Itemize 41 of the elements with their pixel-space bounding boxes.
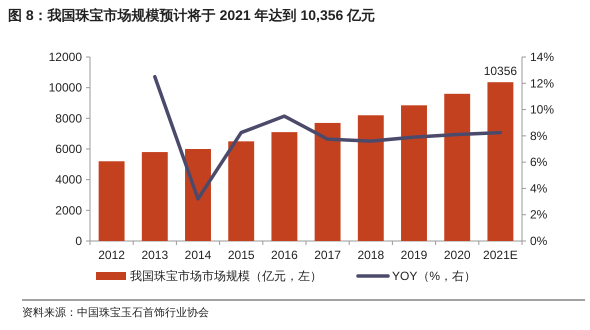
bar (314, 122, 341, 241)
x-tick-label: 2013 (141, 248, 168, 262)
y2-tick-label: 14% (530, 50, 554, 64)
x-tick-label: 2020 (444, 248, 471, 262)
y2-tick-label: 0% (530, 234, 548, 248)
text: 资料来源：中国珠宝玉石首饰行业协会 (22, 306, 209, 319)
chart-title: 图 8：我国珠宝市场规模预计将于 2021 年达到 10,356 亿元 (8, 7, 376, 23)
x-tick-label: 2019 (400, 248, 428, 262)
x-tick-label: 2014 (184, 248, 212, 262)
bar (228, 141, 254, 241)
y2-tick-label: 12% (530, 76, 554, 90)
x-tick-label: 2016 (271, 248, 298, 262)
y-tick-label: 2000 (55, 203, 82, 218)
y2-tick-label: 8% (530, 128, 548, 143)
bar (142, 152, 168, 241)
x-tick-label: 2021E (483, 248, 518, 262)
legend-label: YOY（%，右） (392, 269, 476, 283)
y2-tick-label: 6% (530, 155, 548, 170)
data-label: 10356 (484, 64, 518, 78)
y-tick-label: 8000 (55, 111, 82, 126)
y-tick-label: 4000 (55, 172, 82, 187)
line-series (153, 74, 502, 201)
x-tick-label: 2017 (314, 248, 342, 262)
y-tick-label: 0 (75, 234, 82, 248)
bar (401, 105, 427, 241)
y2-tick-label: 2% (530, 208, 548, 222)
x-tick-label: 2015 (228, 248, 255, 262)
bar (98, 161, 125, 241)
y-tick-label: 12000 (48, 50, 82, 64)
y2-tick-label: 10% (530, 102, 554, 117)
legend-label: 我国珠宝市场市场规模（亿元，左） (130, 269, 322, 283)
x-tick-label: 2012 (98, 248, 126, 262)
bar (271, 132, 298, 241)
bar (487, 82, 514, 241)
y-tick-label: 10000 (48, 80, 82, 95)
bar (444, 94, 470, 241)
bar (358, 115, 384, 241)
y2-tick-label: 4% (530, 181, 548, 196)
x-tick-label: 2018 (357, 248, 384, 262)
y-tick-label: 6000 (55, 142, 82, 156)
bar (185, 149, 211, 241)
